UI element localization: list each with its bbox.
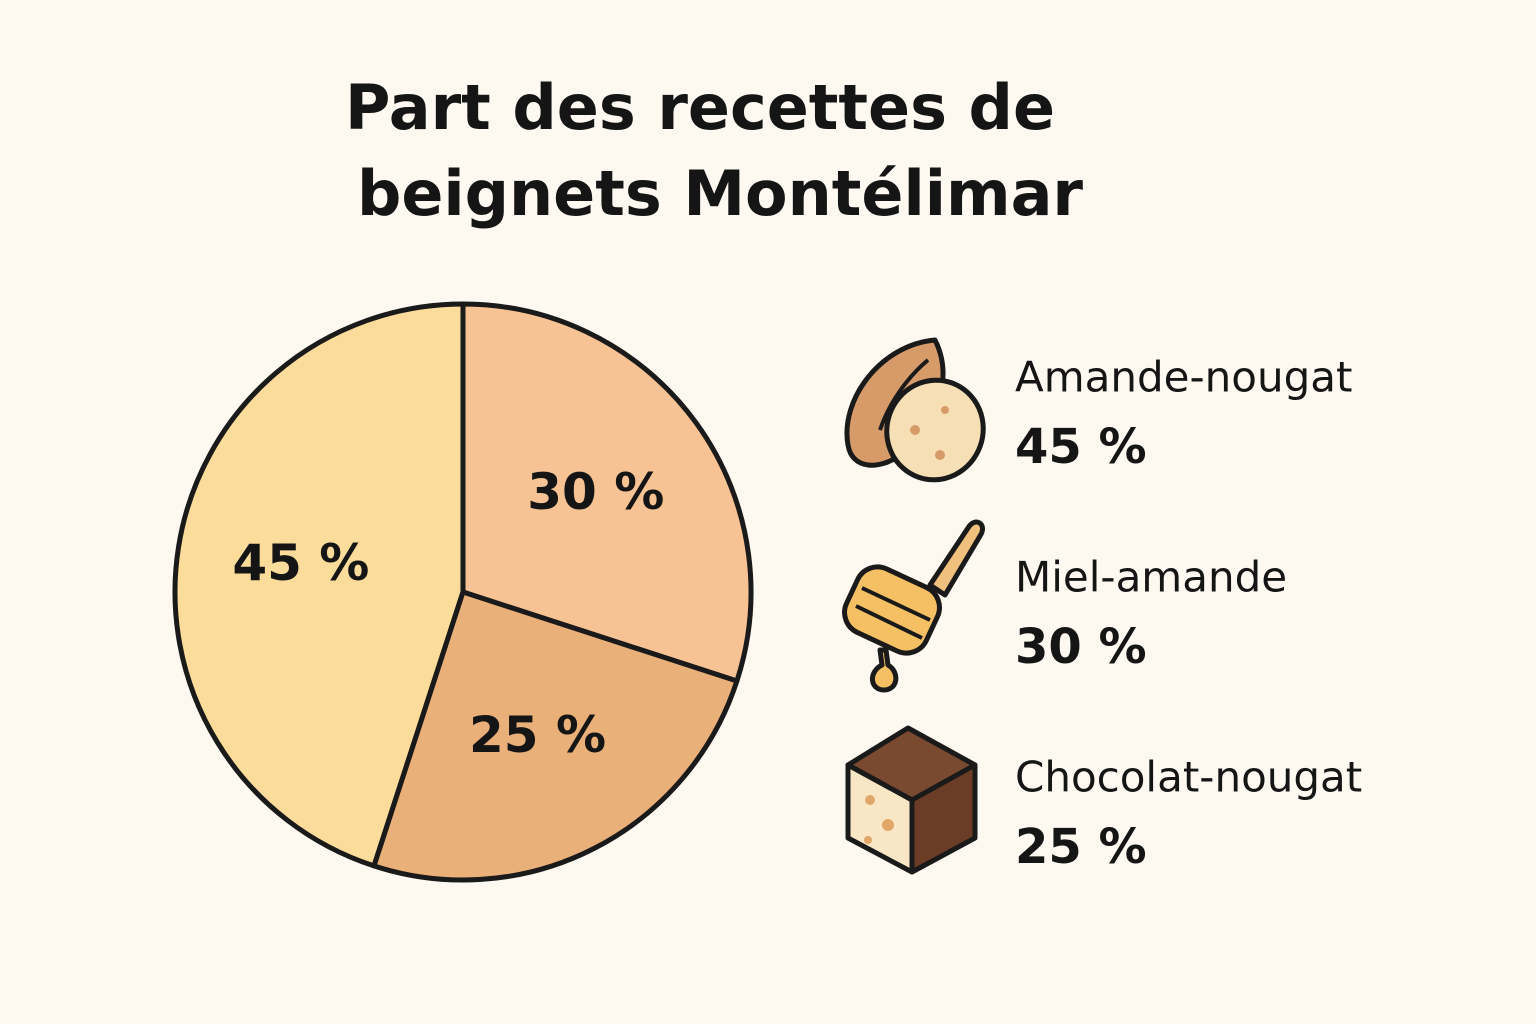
pie-slice bbox=[172, 301, 466, 869]
slice-label: 45 % bbox=[232, 534, 369, 592]
chart-title: Part des recettes de bbox=[345, 71, 1055, 144]
nougat-cube-icon bbox=[845, 725, 978, 875]
legend-name: Miel-amande bbox=[1015, 553, 1287, 602]
honey-dipper-icon bbox=[842, 519, 985, 693]
pie bbox=[172, 301, 754, 883]
pie-slice bbox=[460, 301, 754, 684]
almond-icon bbox=[844, 337, 986, 483]
legend-value: 25 % bbox=[1015, 819, 1147, 875]
legend-value: 45 % bbox=[1015, 419, 1147, 475]
legend-value: 30 % bbox=[1015, 619, 1147, 675]
legend-name: Chocolat-nougat bbox=[1015, 753, 1362, 802]
chart-title: beignets Montélimar bbox=[357, 157, 1083, 230]
slice-label: 30 % bbox=[527, 463, 664, 521]
slice-label: 25 % bbox=[469, 706, 606, 764]
pie-slice bbox=[371, 589, 740, 883]
legend-name: Amande-nougat bbox=[1015, 353, 1352, 402]
